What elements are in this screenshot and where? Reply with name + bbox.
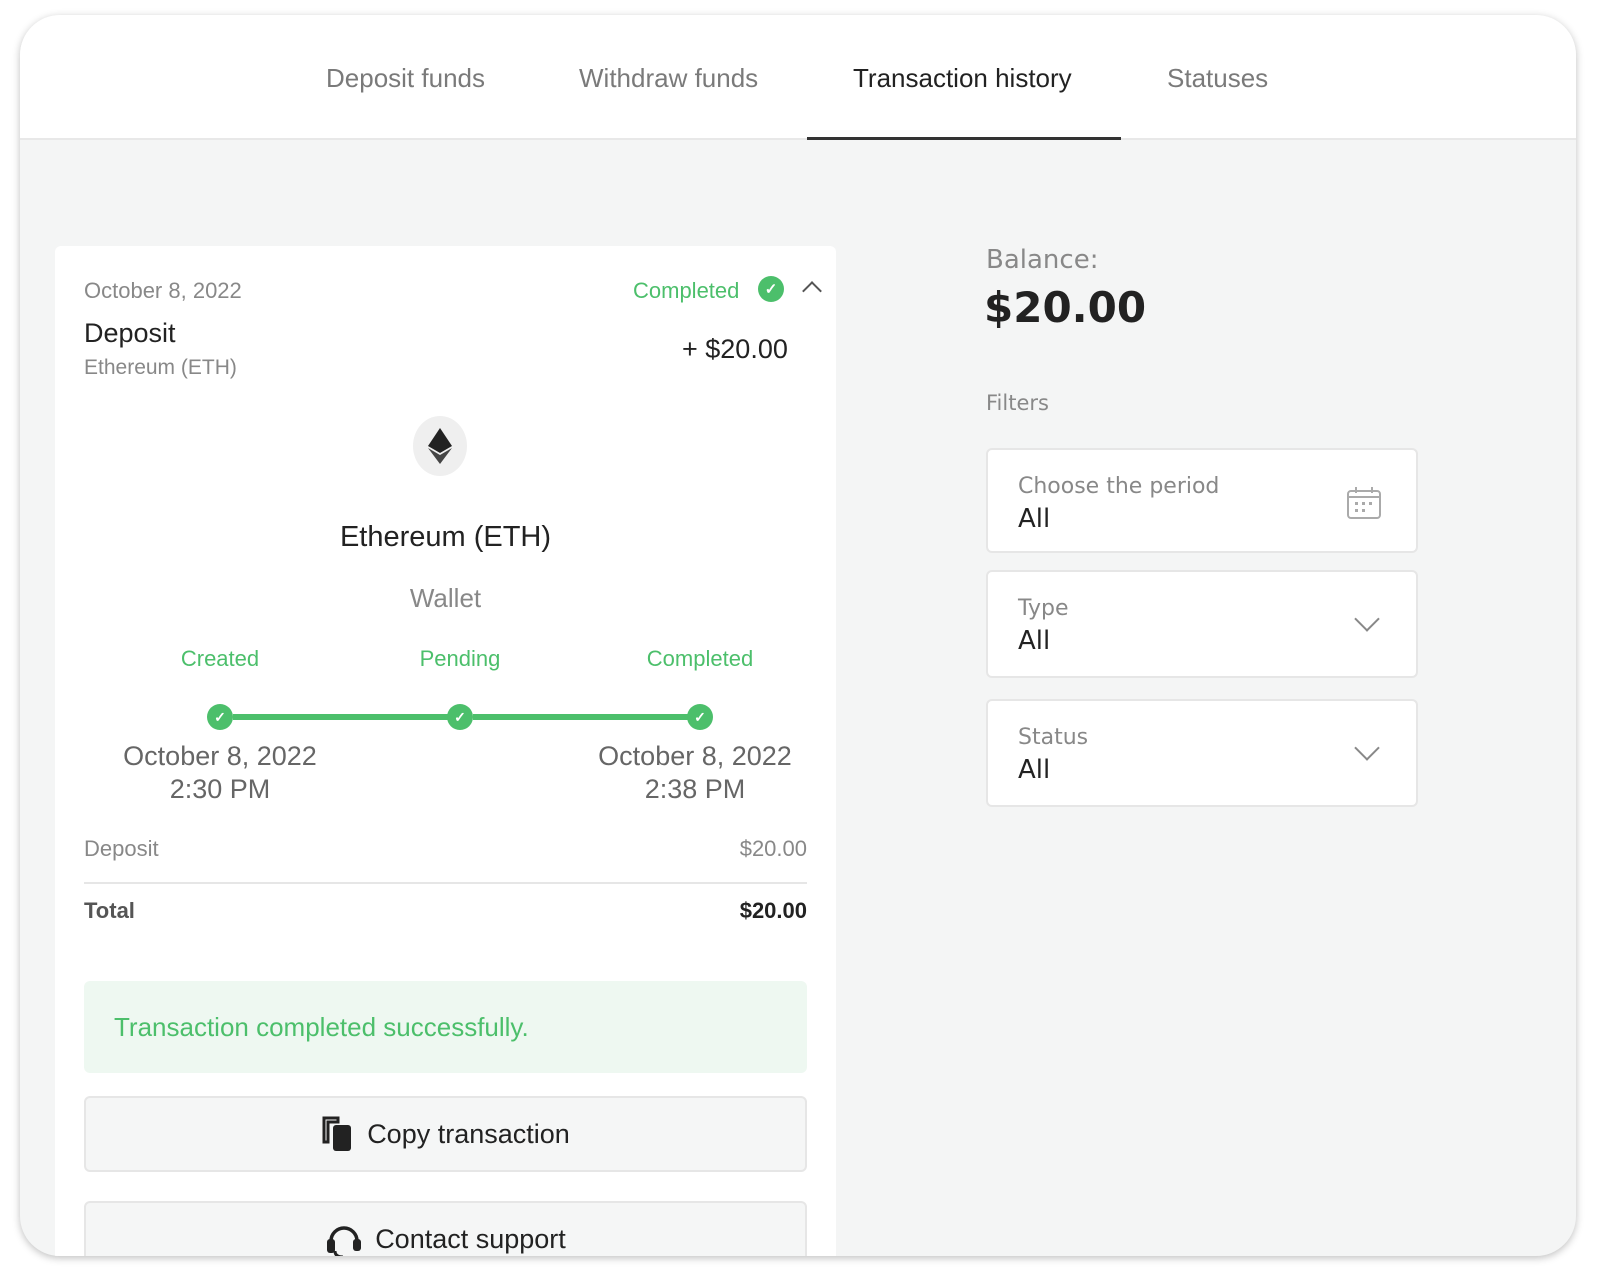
progress-line <box>473 714 699 720</box>
status-check-icon: ✓ <box>758 276 784 302</box>
currency-name: Ethereum (ETH) <box>339 521 552 553</box>
progress-line <box>233 714 459 720</box>
success-message-text: Transaction completed successfully. <box>114 1011 529 1042</box>
type-filter-label: Type <box>1018 596 1069 621</box>
step-check-icon: ✓ <box>447 704 473 730</box>
tab-statuses[interactable]: Statuses <box>1167 63 1269 93</box>
transaction-amount: + $20.00 <box>682 334 788 364</box>
step-label-created: Created <box>180 646 260 671</box>
line-item-value: $20.00 <box>739 836 807 861</box>
step-date: October 8, 2022 <box>598 741 792 771</box>
success-message: Transaction completed successfully. <box>84 981 807 1073</box>
headset-icon <box>327 1226 362 1256</box>
period-filter[interactable]: Choose the period All <box>986 448 1418 553</box>
filters-heading: Filters <box>986 391 1049 415</box>
total-value: $20.00 <box>739 898 807 923</box>
step-completed-timestamp: October 8, 2022 2:38 PM <box>565 740 825 806</box>
period-filter-label: Choose the period <box>1018 474 1220 499</box>
step-created-timestamp: October 8, 2022 2:30 PM <box>90 740 350 806</box>
balance-amount: $20.00 <box>984 283 1147 332</box>
status-filter-label: Status <box>1018 725 1089 750</box>
contact-support-button[interactable]: Contact support <box>84 1201 807 1256</box>
transaction-method: Ethereum (ETH) <box>84 356 237 379</box>
calendar-icon[interactable] <box>1346 486 1382 520</box>
type-filter-value: All <box>1018 626 1051 656</box>
contact-support-label: Contact support <box>375 1223 566 1254</box>
tab-bar: Deposit funds Withdraw funds Transaction… <box>20 15 1576 140</box>
copy-transaction-label: Copy transaction <box>367 1118 570 1149</box>
collapse-chevron-up-icon[interactable] <box>802 281 822 301</box>
tab-deposit-funds[interactable]: Deposit funds <box>326 63 485 93</box>
step-label-completed: Completed <box>646 646 754 671</box>
step-time: 2:30 PM <box>169 774 271 804</box>
tab-transaction-history[interactable]: Transaction history <box>853 63 1072 93</box>
step-check-icon: ✓ <box>687 704 713 730</box>
chevron-down-icon[interactable] <box>1354 735 1380 761</box>
transaction-date: October 8, 2022 <box>84 278 242 303</box>
transaction-card: October 8, 2022 Completed ✓ Deposit Ethe… <box>55 246 836 1256</box>
chevron-down-icon[interactable] <box>1354 606 1380 632</box>
step-date: October 8, 2022 <box>123 741 317 771</box>
payment-source: Wallet <box>409 583 482 613</box>
period-filter-value: All <box>1018 504 1051 534</box>
tab-withdraw-funds[interactable]: Withdraw funds <box>579 63 759 93</box>
ethereum-icon <box>413 416 467 476</box>
line-item-label: Deposit <box>84 836 159 861</box>
step-label-pending: Pending <box>419 646 501 671</box>
copy-icon <box>322 1116 352 1151</box>
step-check-icon: ✓ <box>207 704 233 730</box>
type-filter[interactable]: Type All <box>986 570 1418 678</box>
app-window: Deposit funds Withdraw funds Transaction… <box>20 15 1576 1256</box>
status-badge: Completed <box>633 278 740 303</box>
total-label: Total <box>84 898 135 923</box>
active-tab-indicator <box>807 137 1121 140</box>
divider <box>84 882 807 884</box>
status-filter[interactable]: Status All <box>986 699 1418 807</box>
balance-label: Balance: <box>986 245 1099 275</box>
status-filter-value: All <box>1018 755 1051 785</box>
step-time: 2:38 PM <box>644 774 746 804</box>
transaction-type: Deposit <box>84 318 176 348</box>
copy-transaction-button[interactable]: Copy transaction <box>84 1096 807 1172</box>
